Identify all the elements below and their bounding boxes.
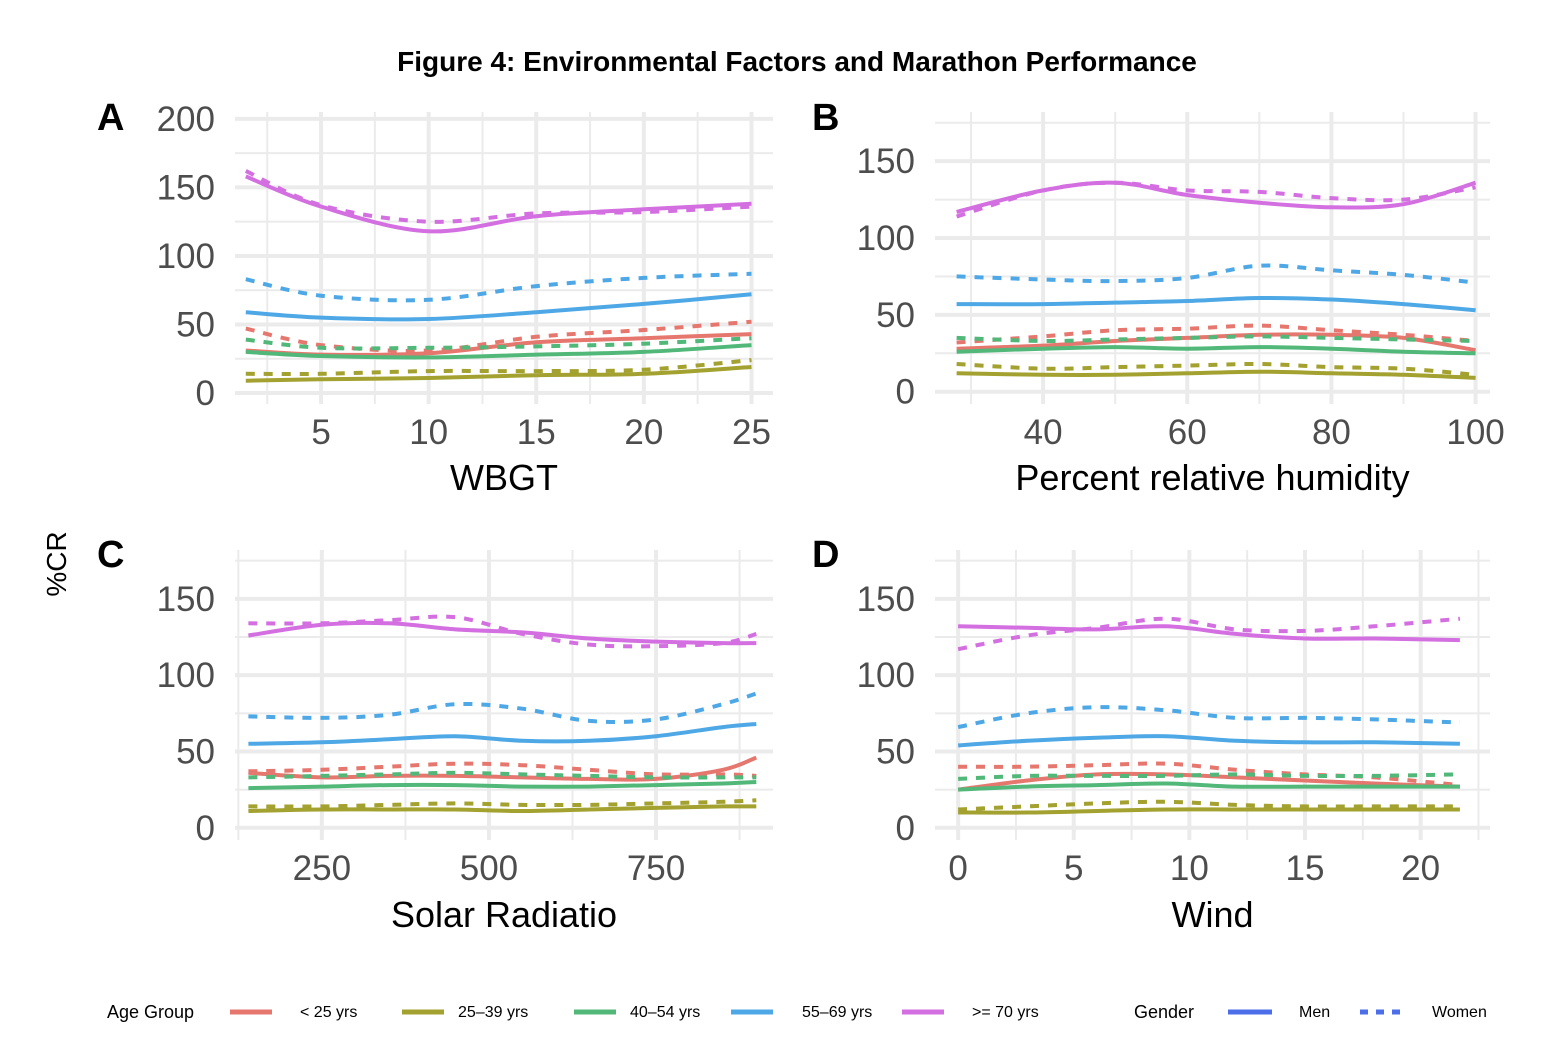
series-line-lt-25-yrs-women (245, 319, 752, 353)
legend-label-55-69-yrs: 55–69 yrs (802, 1004, 872, 1021)
panel-letter: B (812, 97, 839, 139)
series-line-25-39-yrs-women (245, 358, 752, 377)
series-line-lt-25-yrs-men (956, 332, 1476, 353)
legend-label-men: Men (1299, 1004, 1330, 1021)
panel-letter: D (812, 534, 839, 576)
series-line-55-69-yrs-women (956, 263, 1476, 285)
panel-b: 40 60 80 100 0 50 100 150 B Percent relative humi… (812, 97, 1505, 498)
series-line-gte-70-yrs-men (248, 620, 757, 646)
x-tick-label: 80 (1312, 413, 1351, 452)
y-tick-label: 50 (176, 305, 215, 344)
y-tick-label: 100 (857, 219, 915, 258)
y-tick-label: 0 (896, 809, 915, 848)
series-line-gte-70-yrs-men (956, 180, 1477, 214)
x-tick-label: 40 (1024, 413, 1063, 452)
y-tick-label: 100 (157, 237, 215, 276)
x-tick-label: 20 (624, 413, 663, 452)
series-line-gte-70-yrs-women (244, 169, 752, 224)
series-line-25-39-yrs-women (958, 799, 1460, 812)
series-line-40-54-yrs-women (958, 772, 1460, 781)
panel-a: 5 10 15 20 25 0 50 100 150 200 A WBGT (97, 97, 773, 498)
x-axis-title: Wind (1171, 894, 1253, 935)
series-line-lt-25-yrs-men (957, 771, 1460, 792)
series-line-25-39-yrs-men (248, 804, 757, 814)
x-axis-title: Percent relative humidity (1015, 457, 1409, 498)
panel-c: 250 500 750 0 50 100 150 C Solar Radiatio (97, 534, 773, 935)
x-tick-label: 10 (409, 413, 448, 452)
x-tick-label: 750 (627, 849, 685, 888)
series-line-40-54-yrs-women (248, 770, 757, 780)
legend-label-gte-70-yrs: >= 70 yrs (972, 1004, 1039, 1021)
y-tick-label: 150 (857, 580, 915, 619)
x-tick-label: 20 (1401, 849, 1440, 888)
x-tick-label: 500 (460, 849, 518, 888)
x-tick-label: 15 (517, 413, 556, 452)
x-axis-title: Solar Radiatio (391, 894, 617, 935)
y-tick-label: 100 (857, 656, 915, 695)
y-tick-label: 150 (157, 168, 215, 207)
series-line-25-39-yrs-men (245, 365, 752, 383)
y-tick-label: 150 (857, 142, 915, 181)
y-axis-label: %CR (41, 531, 72, 596)
figure-title: Figure 4: Environmental Factors and Mara… (397, 46, 1197, 77)
x-tick-label: 250 (293, 849, 351, 888)
series-line-40-54-yrs-men (958, 781, 1460, 792)
legend-label-lt-25-yrs: < 25 yrs (300, 1004, 357, 1021)
series-line-55-69-yrs-men (957, 734, 1460, 748)
series-line-gte-70-yrs-women (957, 616, 1461, 652)
series-line-55-69-yrs-women (957, 705, 1460, 730)
series-line-25-39-yrs-men (956, 369, 1476, 380)
series-line-gte-70-yrs-women (956, 180, 1476, 219)
y-tick-label: 150 (157, 580, 215, 619)
series-line-25-39-yrs-men (958, 807, 1460, 815)
series-line-55-69-yrs-men (245, 292, 752, 322)
y-tick-label: 200 (157, 100, 215, 139)
legend-label-25-39-yrs: 25–39 yrs (458, 1004, 528, 1021)
legend-label-40-54-yrs: 40–54 yrs (630, 1004, 700, 1021)
series-line-55-69-yrs-women (245, 271, 752, 303)
series-line-lt-25-yrs-women (248, 761, 757, 778)
x-tick-label: 10 (1170, 849, 1209, 888)
series-line-gte-70-yrs-women (248, 614, 757, 649)
series-line-40-54-yrs-women (245, 336, 752, 351)
x-tick-label: 15 (1286, 849, 1325, 888)
x-tick-label: 5 (311, 413, 330, 452)
legend-age-title: Age Group (107, 1002, 194, 1022)
x-tick-label: 60 (1168, 413, 1207, 452)
series-line-55-69-yrs-men (956, 295, 1476, 313)
series-line-25-39-yrs-women (248, 798, 757, 809)
series-line-25-39-yrs-women (956, 361, 1476, 377)
panel-letter: C (97, 534, 124, 576)
y-tick-label: 0 (896, 373, 915, 412)
y-tick-label: 0 (196, 374, 215, 413)
panel-d: 0 5 10 15 20 0 50 100 150 D Wind (812, 534, 1490, 935)
y-tick-label: 50 (876, 296, 915, 335)
legend-label-women: Women (1432, 1004, 1487, 1021)
legend: Age Group Gender < 25 yrs 25–39 yrs 40–54 … (107, 1002, 1487, 1022)
series-line-40-54-yrs-men (248, 780, 757, 791)
legend-gender-title: Gender (1134, 1002, 1194, 1022)
x-axis-title: WBGT (450, 457, 558, 498)
y-tick-label: 50 (876, 732, 915, 771)
series-line-40-54-yrs-women (956, 334, 1476, 344)
y-tick-label: 50 (176, 732, 215, 771)
series-line-40-54-yrs-men (245, 343, 752, 360)
series-line-40-54-yrs-men (956, 345, 1476, 356)
series-line-gte-70-yrs-men (958, 624, 1460, 643)
y-tick-label: 0 (196, 809, 215, 848)
series-line-55-69-yrs-women (248, 691, 757, 724)
x-tick-label: 100 (1446, 413, 1504, 452)
x-tick-label: 25 (732, 413, 771, 452)
panel-letter: A (97, 97, 124, 139)
series-line-lt-25-yrs-women (956, 323, 1476, 345)
y-tick-label: 100 (157, 656, 215, 695)
x-tick-label: 5 (1064, 849, 1083, 888)
series-line-55-69-yrs-men (248, 722, 757, 746)
x-tick-label: 0 (948, 849, 967, 888)
